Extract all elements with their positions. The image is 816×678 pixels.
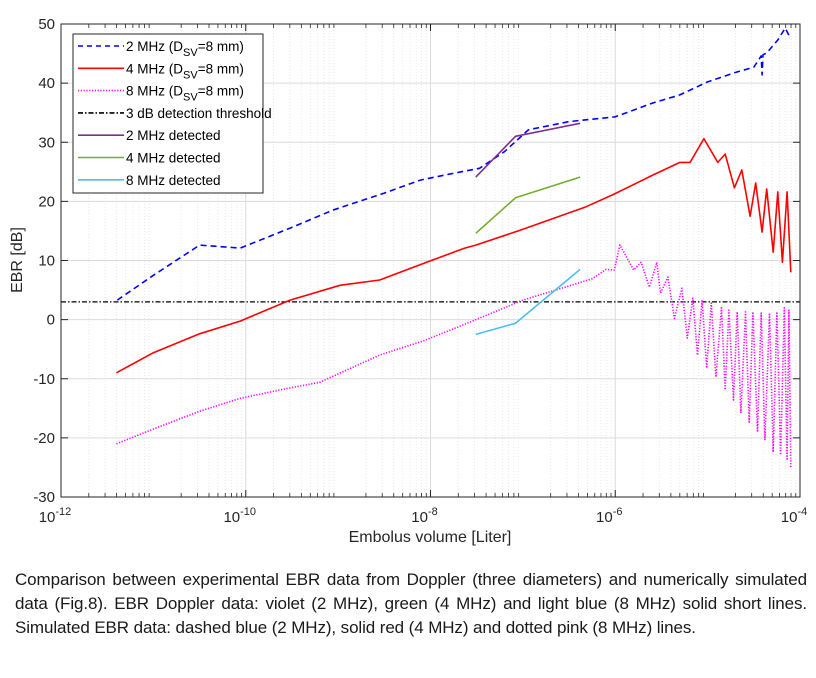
x-tick-label: 10-4 xyxy=(781,506,807,526)
y-tick-label: 10 xyxy=(38,253,55,270)
x-tick-label: 10-10 xyxy=(223,506,256,526)
ticks xyxy=(60,23,801,498)
series-line-4-mhz-dsv-8-mm xyxy=(116,137,792,374)
legend-box xyxy=(72,33,264,194)
x-tick-label: 10-12 xyxy=(39,506,72,526)
y-tick-label: -30 xyxy=(33,489,55,506)
legend: 2 MHz (DSV=8 mm)4 MHz (DSV=8 mm) 8 MHz (D… xyxy=(72,33,272,194)
series-line-8-mhz-dsv-8-mm xyxy=(116,244,792,468)
y-tick-labels: -30 -20 -10 0 10 20 30 40 50 xyxy=(33,16,55,506)
x-tick-label: 10-8 xyxy=(411,506,437,526)
x-axis-label: Embolus volume [Liter] xyxy=(349,529,512,546)
series-line-2-mhz-dsv-8-mm xyxy=(116,27,790,301)
y-tick-label: 20 xyxy=(38,193,55,210)
series-layer xyxy=(61,27,800,468)
legend-label: 8 MHz detected xyxy=(126,173,221,188)
x-tick-labels: 10-12 10-10 10-8 10-6 10-4 xyxy=(39,506,808,526)
series-line-4-mhz-detected xyxy=(475,176,581,234)
x-tick-label: 10-6 xyxy=(596,506,622,526)
legend-label: 8 MHz (DSV=8 mm) xyxy=(126,84,244,104)
series-line-2-mhz-detected xyxy=(475,122,581,178)
y-tick-label: -20 xyxy=(33,430,55,447)
legend-label: 2 MHz (DSV=8 mm) xyxy=(126,39,244,59)
legend-label: 2 MHz detected xyxy=(126,128,221,143)
y-tick-label: 40 xyxy=(38,75,55,92)
legend-label: 4 MHz detected xyxy=(126,151,221,166)
y-tick-label: -10 xyxy=(33,371,55,388)
figure-caption: Comparison between experimental EBR data… xyxy=(15,570,807,637)
y-axis-label: EBR [dB] xyxy=(9,227,26,293)
y-tick-label: 50 xyxy=(38,16,55,33)
legend-label: 3 dB detection threshold xyxy=(126,106,272,121)
series-line-8-mhz-detected xyxy=(475,268,581,336)
ebr-chart: 10-12 10-10 10-8 10-6 10-4 -30 -20 -10 0 10 20 30 4… xyxy=(9,16,808,546)
y-tick-label: 0 xyxy=(47,312,55,329)
legend-label: 4 MHz (DSV=8 mm) xyxy=(126,61,244,81)
y-tick-label: 30 xyxy=(38,134,55,151)
